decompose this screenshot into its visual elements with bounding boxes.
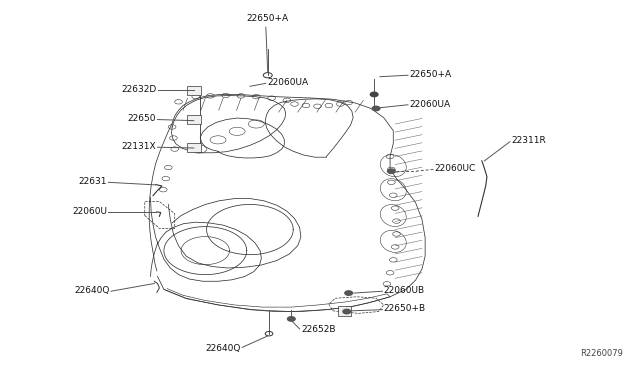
Text: 22060UA: 22060UA xyxy=(409,100,451,109)
Text: 22311R: 22311R xyxy=(511,137,546,145)
Text: 22652B: 22652B xyxy=(301,326,335,334)
Circle shape xyxy=(287,317,295,321)
Circle shape xyxy=(371,92,378,97)
Text: 22060UB: 22060UB xyxy=(384,286,425,295)
Text: 22632D: 22632D xyxy=(121,85,156,94)
FancyBboxPatch shape xyxy=(187,143,201,152)
Text: 22650: 22650 xyxy=(128,114,156,123)
Text: 22640Q: 22640Q xyxy=(74,286,109,295)
Circle shape xyxy=(388,169,395,173)
Text: 22650+A: 22650+A xyxy=(246,14,288,23)
Text: 22060UA: 22060UA xyxy=(268,78,309,87)
Circle shape xyxy=(343,310,351,314)
FancyBboxPatch shape xyxy=(339,307,351,316)
Text: 22060UC: 22060UC xyxy=(435,164,476,173)
Text: 22650+A: 22650+A xyxy=(409,70,451,79)
FancyBboxPatch shape xyxy=(187,115,201,124)
Text: 22631: 22631 xyxy=(79,177,107,186)
FancyBboxPatch shape xyxy=(187,86,201,95)
Circle shape xyxy=(345,291,353,295)
Text: 22650+B: 22650+B xyxy=(384,304,426,314)
Text: 22131X: 22131X xyxy=(122,142,156,151)
Text: 22640Q: 22640Q xyxy=(205,344,241,353)
Text: 22060U: 22060U xyxy=(72,206,107,216)
Text: R2260079: R2260079 xyxy=(580,349,623,358)
Circle shape xyxy=(372,106,380,111)
